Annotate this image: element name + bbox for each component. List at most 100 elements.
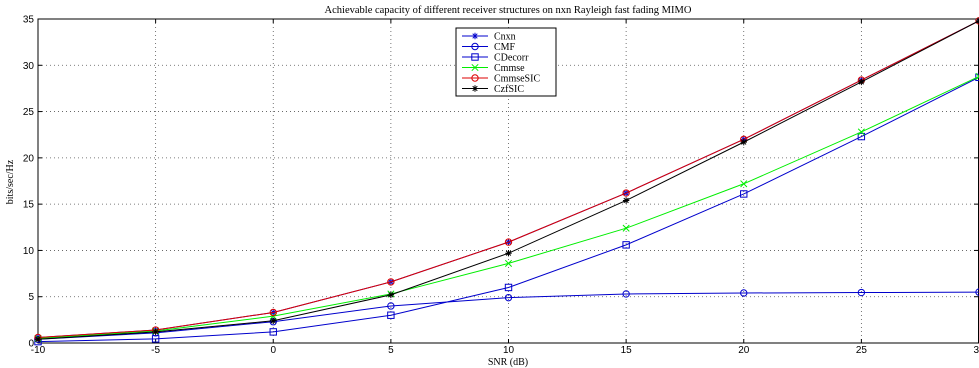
y-tick-label: 30 xyxy=(23,61,35,72)
data-point-czfsic xyxy=(387,291,395,299)
legend-item-cmmsesic: CmmseSIC xyxy=(462,73,540,84)
legend-marker xyxy=(471,32,479,40)
legend-marker xyxy=(471,42,479,51)
marker-shape xyxy=(975,72,979,80)
series-czfsic xyxy=(34,17,979,343)
marker-shape xyxy=(740,190,748,198)
data-point-czfsic xyxy=(270,317,277,324)
marker-shape xyxy=(471,42,479,51)
legend-label: Cnxn xyxy=(494,31,516,42)
data-point-cdecorr xyxy=(857,132,866,141)
marker-shape xyxy=(505,250,512,257)
legend-marker xyxy=(471,53,479,61)
data-point-cmf xyxy=(857,288,866,297)
data-point-czfsic xyxy=(622,197,630,204)
marker-shape xyxy=(269,328,277,336)
marker-shape xyxy=(152,328,159,336)
data-point-czfsic xyxy=(858,78,865,86)
data-point-czfsic xyxy=(152,328,159,336)
legend-label: Cmmse xyxy=(494,63,525,74)
marker-shape xyxy=(387,311,395,319)
marker-shape xyxy=(740,138,747,146)
data-point-czfsic xyxy=(34,336,42,343)
marker-shape xyxy=(471,53,479,61)
data-point-cmmsesic xyxy=(387,278,395,286)
marker-shape xyxy=(387,291,395,299)
x-axis-label: SNR (dB) xyxy=(488,357,528,368)
x-tick-label: 10 xyxy=(503,345,515,356)
legend-marker xyxy=(471,63,479,72)
marker-shape xyxy=(857,128,865,136)
legend-label: CDecorr xyxy=(494,52,529,63)
marker-shape xyxy=(471,74,479,82)
series-line-cmf xyxy=(37,291,979,340)
marker-shape xyxy=(622,241,630,249)
marker-shape xyxy=(151,335,160,343)
data-point-cmmse xyxy=(269,312,277,320)
marker-shape xyxy=(471,85,479,92)
data-point-cmf xyxy=(740,289,748,297)
marker-shape xyxy=(622,224,630,232)
marker-shape xyxy=(270,317,277,324)
x-tick-label: -10 xyxy=(31,345,46,356)
y-tick-label: 5 xyxy=(28,292,34,303)
legend-item-czfsic: CzfSIC xyxy=(462,84,524,95)
legend-box xyxy=(455,27,557,97)
marker-shape xyxy=(622,189,630,197)
marker-shape xyxy=(622,290,630,298)
legend-label: CmmseSIC xyxy=(494,73,540,84)
marker-shape xyxy=(471,32,479,40)
y-tick-label: 25 xyxy=(23,107,35,118)
marker-shape xyxy=(504,293,513,302)
marker-shape xyxy=(857,132,866,141)
data-point-cmmse xyxy=(740,180,748,188)
y-tick-label: 20 xyxy=(23,153,35,164)
data-point-cmmsesic xyxy=(269,308,277,317)
axes: -10 -5 0 5 10 15 20 25 30 0 5 10 15 20 25 30 35 xyxy=(23,15,979,356)
data-point-cmf xyxy=(387,302,395,310)
y-tick-label: 35 xyxy=(23,15,35,26)
marker-shape xyxy=(740,289,748,297)
marker-shape xyxy=(622,197,630,204)
x-tick-label: 5 xyxy=(388,345,394,356)
legend-item-cmmse: Cmmse xyxy=(462,63,525,74)
data-point-cmmsesic xyxy=(504,238,513,246)
legend-label: CzfSIC xyxy=(494,84,524,95)
x-tick-label: 0 xyxy=(270,345,276,356)
x-tick-label: 15 xyxy=(621,345,633,356)
data-point-cmf xyxy=(622,290,630,298)
data-point-cdecorr xyxy=(269,328,277,336)
data-point-cmmse xyxy=(504,259,513,267)
y-tick-label: 0 xyxy=(28,339,34,350)
y-tick-label: 10 xyxy=(23,246,35,257)
chart-title: Achievable capacity of different receive… xyxy=(325,5,692,16)
marker-shape xyxy=(857,288,866,297)
grid xyxy=(38,19,979,343)
marker-shape xyxy=(387,302,395,310)
marker-shape xyxy=(269,308,277,317)
data-point-cdecorr xyxy=(151,335,160,343)
data-point-czfsic xyxy=(505,250,512,257)
legend-marker xyxy=(471,85,479,92)
marker-shape xyxy=(740,180,748,188)
data-point-cmmse xyxy=(857,128,865,136)
legend-item-cdecorr: CDecorr xyxy=(462,52,529,63)
series-line-cmmsesic xyxy=(37,20,979,338)
data-point-cmf xyxy=(504,293,513,302)
data-point-cdecorr xyxy=(622,241,630,249)
marker-shape xyxy=(269,312,277,320)
marker-shape xyxy=(471,63,479,72)
data-point-cmmsesic xyxy=(622,189,630,197)
x-tick-label: 20 xyxy=(738,345,750,356)
y-axis-label: bits/sec/Hz xyxy=(5,159,16,204)
marker-shape xyxy=(34,336,42,343)
x-tick-label: 25 xyxy=(856,345,868,356)
marker-shape xyxy=(504,238,513,246)
data-point-cdecorr xyxy=(504,283,513,292)
series-line-cdecorr xyxy=(37,76,979,343)
x-tick-label: -5 xyxy=(151,345,160,356)
marker-shape xyxy=(858,78,865,86)
data-point-czfsic xyxy=(740,138,747,146)
